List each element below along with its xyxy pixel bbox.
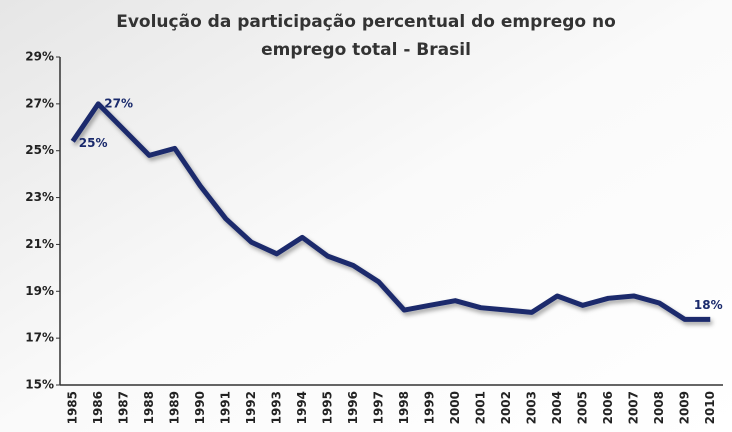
data-label: 27% <box>104 96 133 110</box>
x-tick-label: 2003 <box>524 391 538 424</box>
y-tick-label: 19% <box>25 284 54 298</box>
x-tick-label: 1996 <box>346 391 360 424</box>
x-tick-label: 2008 <box>652 391 666 424</box>
x-tick-label: 2007 <box>626 391 640 424</box>
x-tick-label: 1993 <box>269 391 283 424</box>
x-tick-label: 1994 <box>295 391 309 424</box>
x-tick-label: 1995 <box>320 391 334 424</box>
x-tick-label: 1990 <box>193 391 207 424</box>
x-tick-label: 1988 <box>142 391 156 424</box>
x-tick-label: 1987 <box>116 391 130 424</box>
y-tick-label: 25% <box>25 143 54 157</box>
chart-title: Evolução da participação percentual do e… <box>116 12 616 32</box>
x-tick-label: 1992 <box>244 391 258 424</box>
y-tick-label: 21% <box>25 237 54 251</box>
background <box>0 0 732 432</box>
x-tick-label: 2002 <box>499 391 513 424</box>
y-tick-label: 23% <box>25 190 54 204</box>
y-tick-label: 29% <box>25 50 54 64</box>
x-tick-label: 1991 <box>218 391 232 424</box>
x-tick-label: 2001 <box>473 391 487 424</box>
x-tick-label: 1989 <box>167 391 181 424</box>
x-tick-label: 1999 <box>422 391 436 424</box>
y-tick-label: 27% <box>25 96 54 110</box>
x-tick-label: 2000 <box>448 391 462 424</box>
data-label: 25% <box>79 136 108 150</box>
y-tick-label: 17% <box>25 331 54 345</box>
x-tick-label: 1986 <box>91 391 105 424</box>
x-tick-label: 1985 <box>65 391 79 424</box>
data-label: 18% <box>694 298 723 312</box>
chart: Evolução da participação percentual do e… <box>0 0 732 432</box>
x-tick-label: 1998 <box>397 391 411 424</box>
y-tick-label: 15% <box>25 378 54 392</box>
x-tick-label: 1997 <box>371 391 385 424</box>
x-tick-label: 2010 <box>703 391 717 424</box>
x-tick-label: 2006 <box>601 391 615 424</box>
chart-title: emprego total - Brasil <box>261 40 471 60</box>
x-tick-label: 2004 <box>550 391 564 424</box>
x-tick-label: 2005 <box>575 391 589 424</box>
x-tick-label: 2009 <box>677 391 691 424</box>
